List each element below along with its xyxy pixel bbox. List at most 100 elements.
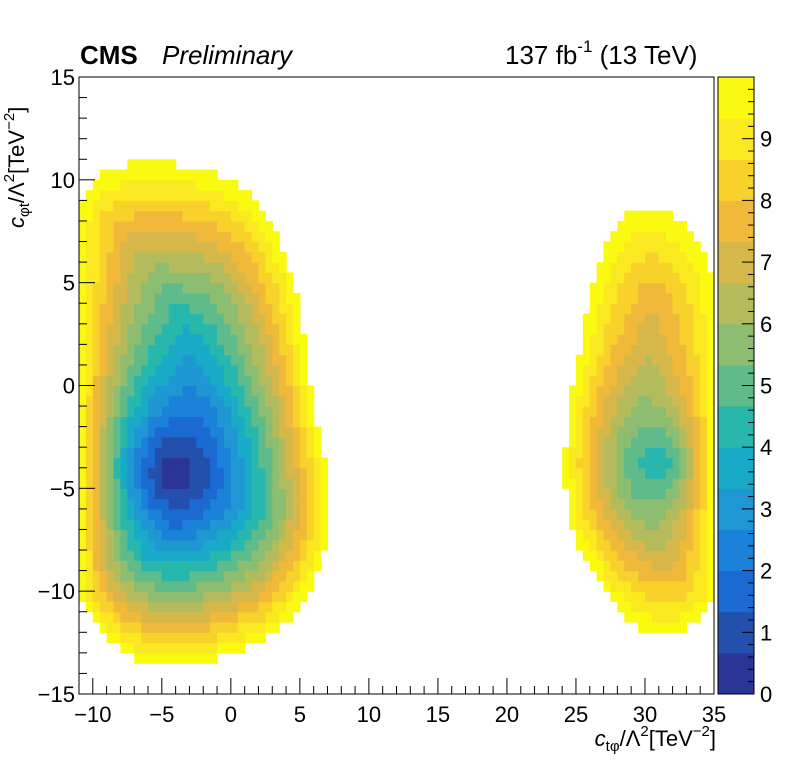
heatmap-cell <box>99 241 108 253</box>
heatmap-cell <box>120 272 128 284</box>
heatmap-cell <box>210 529 218 541</box>
heatmap-cell <box>279 406 287 417</box>
heatmap-cell <box>603 344 612 356</box>
heatmap-cell <box>99 282 108 294</box>
heatmap-cell <box>279 364 287 376</box>
heatmap-cell <box>265 529 273 541</box>
heatmap-cell <box>79 323 87 335</box>
heatmap-cell <box>127 591 135 603</box>
heatmap-cell <box>92 467 101 479</box>
heatmap-cell <box>230 550 239 561</box>
heatmap-cell <box>644 406 653 417</box>
heatmap-cell <box>672 416 681 428</box>
heatmap-cell <box>182 395 191 407</box>
heatmap-cell <box>596 334 605 345</box>
heatmap-cell <box>237 364 246 376</box>
heatmap-cell <box>79 385 87 397</box>
y-title-sub: φt <box>16 202 33 217</box>
heatmap-cell <box>610 354 618 366</box>
heatmap-cell <box>306 519 315 531</box>
heatmap-cell <box>120 539 128 551</box>
heatmap-cell <box>120 282 128 294</box>
heatmap-cell <box>196 416 204 428</box>
heatmap-cell <box>106 447 115 459</box>
heatmap-cell <box>113 282 122 294</box>
heatmap-cell <box>686 251 694 263</box>
heatmap-cell <box>182 426 191 438</box>
heatmap-cell <box>575 498 584 510</box>
heatmap-cell <box>651 251 660 263</box>
heatmap-cell <box>610 498 618 510</box>
energy-label: (13 TeV) <box>592 40 697 70</box>
heatmap-cell <box>617 292 625 304</box>
heatmap-cell <box>644 580 653 592</box>
heatmap-cell <box>182 375 191 387</box>
heatmap-cell <box>79 344 87 356</box>
heatmap-cell <box>672 323 681 335</box>
heatmap-cell <box>168 303 177 315</box>
heatmap-cell <box>161 220 170 232</box>
heatmap-cell <box>596 272 605 284</box>
heatmap-cell <box>569 426 577 438</box>
heatmap-cell <box>203 550 211 561</box>
heatmap-cell <box>168 385 177 397</box>
heatmap-cell <box>196 467 204 479</box>
heatmap-cell <box>210 303 218 315</box>
heatmap-cell <box>693 416 701 428</box>
heatmap-cell <box>196 190 204 201</box>
heatmap-cell <box>196 519 204 531</box>
heatmap-cell <box>292 375 301 387</box>
heatmap-cell <box>707 570 715 582</box>
heatmap-cell <box>265 303 273 315</box>
heatmap-cell <box>148 375 156 387</box>
heatmap-cell <box>106 488 115 500</box>
heatmap-cell <box>99 323 108 335</box>
heatmap-cell <box>237 632 246 644</box>
heatmap-cell <box>189 488 197 500</box>
heatmap-cell <box>99 426 108 438</box>
heatmap-cell <box>161 642 170 654</box>
heatmap-cell <box>265 334 273 345</box>
heatmap-cell <box>617 508 625 520</box>
heatmap-cell <box>707 282 715 294</box>
lumi-exponent: -1 <box>577 37 592 56</box>
heatmap-cell <box>265 498 273 510</box>
heatmap-cell <box>182 262 191 273</box>
heatmap-cell <box>644 385 653 397</box>
heatmap-cell <box>292 539 301 551</box>
heatmap-cell <box>161 622 170 633</box>
heatmap-cell <box>624 611 632 623</box>
heatmap-cell <box>113 406 122 417</box>
heatmap-cell <box>306 498 315 510</box>
x-title-main: c <box>595 726 606 751</box>
heatmap-cell <box>210 190 218 201</box>
heatmap-cell <box>299 457 308 469</box>
heatmap-cell <box>127 622 135 633</box>
heatmap-cell <box>127 344 135 356</box>
heatmap-cell <box>575 467 584 479</box>
heatmap-cell <box>113 580 122 592</box>
heatmap-cell <box>265 519 273 531</box>
heatmap-cell <box>134 323 142 335</box>
heatmap-cell <box>651 220 660 232</box>
heatmap-cell <box>299 385 308 397</box>
heatmap-cell <box>596 498 605 510</box>
heatmap-cell <box>265 231 273 243</box>
heatmap-cell <box>182 282 191 294</box>
heatmap-cell <box>189 241 197 253</box>
heatmap-cell <box>286 560 294 572</box>
heatmap-cell <box>203 251 211 263</box>
heatmap-cell <box>700 354 708 366</box>
heatmap-cell <box>148 488 156 500</box>
heatmap-cell <box>286 354 294 366</box>
heatmap-cell <box>686 272 694 284</box>
heatmap-cell <box>286 375 294 387</box>
heatmap-cell <box>203 539 211 551</box>
heatmap-cell <box>244 395 253 407</box>
heatmap-cell <box>217 406 225 417</box>
heatmap-cell <box>624 210 632 222</box>
heatmap-cell <box>154 416 163 428</box>
colorbar-band <box>718 570 754 613</box>
heatmap-cell <box>148 200 156 212</box>
heatmap-cell <box>127 282 135 294</box>
